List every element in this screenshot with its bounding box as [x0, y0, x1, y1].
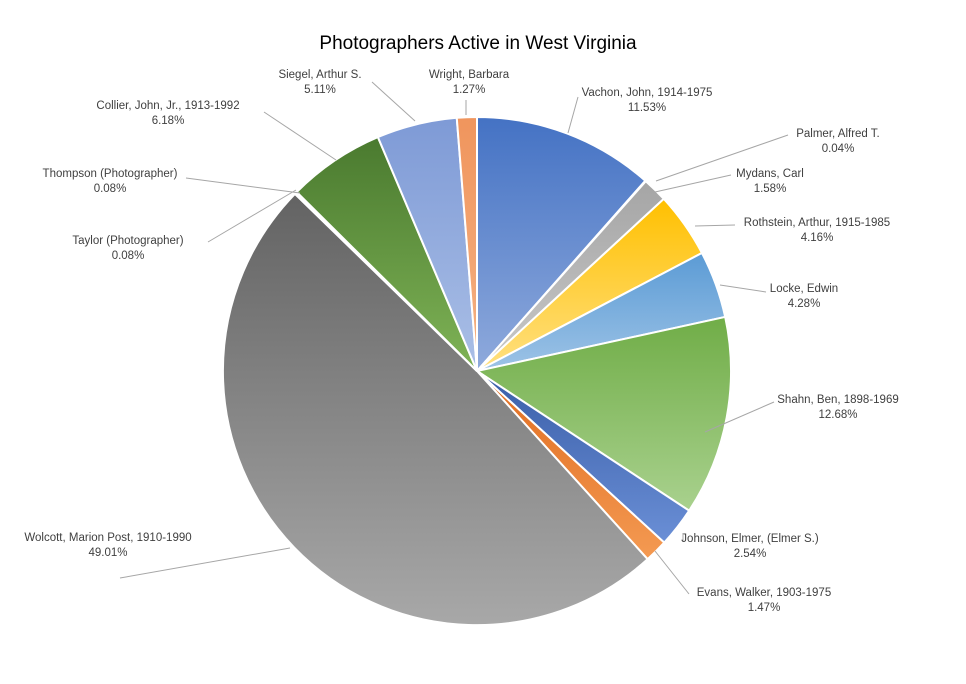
data-label: Palmer, Alfred T. 0.04%: [796, 128, 880, 155]
data-label-name: Collier, John, Jr., 1913-1992: [96, 100, 239, 112]
data-label-name: Wolcott, Marion Post, 1910-1990: [24, 532, 191, 544]
pie-slices: [221, 115, 732, 627]
leader-line: [185, 177, 301, 194]
data-label-name: Locke, Edwin: [770, 283, 838, 295]
data-labels: Vachon, John, 1914-1975 11.53% Palmer, Alf…: [24, 69, 898, 614]
pie-slice: [221, 192, 650, 627]
data-label-name: Evans, Walker, 1903-1975: [697, 587, 831, 599]
data-label-name: Siegel, Arthur S.: [278, 69, 361, 81]
data-label-percent: 1.27%: [453, 84, 486, 96]
data-label-name: Vachon, John, 1914-1975: [582, 87, 713, 99]
leader-line: [371, 81, 416, 122]
pie-slice: [474, 315, 732, 513]
data-label-name: Johnson, Elmer, (Elmer S.): [681, 533, 819, 545]
data-label-percent: 6.18%: [152, 115, 185, 127]
data-label-percent: 12.68%: [818, 409, 857, 421]
pie-slice: [476, 115, 647, 374]
leader-lines: [119, 81, 789, 595]
data-label-name: Thompson (Photographer): [43, 168, 178, 180]
data-label: Wright, Barbara 1.27%: [429, 69, 510, 96]
data-label: Wolcott, Marion Post, 1910-1990 49.01%: [24, 532, 191, 559]
data-label: Collier, John, Jr., 1913-1992 6.18%: [96, 100, 239, 127]
data-label: Rothstein, Arthur, 1915-1985 4.16%: [744, 217, 890, 244]
leader-line: [207, 189, 297, 243]
leader-line: [704, 401, 775, 433]
data-label-name: Mydans, Carl: [736, 168, 804, 180]
chart-title: Photographers Active in West Virginia: [319, 33, 637, 54]
data-label-percent: 2.54%: [734, 548, 767, 560]
data-label-percent: 4.16%: [801, 232, 834, 244]
data-label-name: Rothstein, Arthur, 1915-1985: [744, 217, 890, 229]
data-label-percent: 0.04%: [822, 143, 855, 155]
leader-line: [694, 224, 736, 227]
leader-line: [719, 284, 767, 293]
data-label: Evans, Walker, 1903-1975 1.47%: [697, 587, 831, 614]
leader-line: [654, 550, 690, 595]
data-label-percent: 4.28%: [788, 298, 821, 310]
data-label-percent: 0.08%: [94, 183, 127, 195]
data-label-percent: 1.58%: [754, 183, 787, 195]
data-label-name: Shahn, Ben, 1898-1969: [777, 394, 899, 406]
data-label-name: Palmer, Alfred T.: [796, 128, 880, 140]
data-label-percent: 49.01%: [88, 547, 127, 559]
leader-line: [263, 111, 337, 161]
pie-slice: [455, 115, 478, 372]
data-label: Vachon, John, 1914-1975 11.53%: [582, 87, 713, 114]
leader-line: [567, 96, 579, 134]
data-label: Shahn, Ben, 1898-1969 12.68%: [777, 394, 899, 421]
data-label: Siegel, Arthur S. 5.11%: [278, 69, 361, 96]
data-label-name: Taylor (Photographer): [72, 235, 183, 247]
leader-line: [655, 134, 789, 182]
data-label-name: Wright, Barbara: [429, 69, 510, 81]
data-label: Mydans, Carl 1.58%: [736, 168, 804, 195]
data-label-percent: 11.53%: [628, 102, 666, 114]
data-label: Johnson, Elmer, (Elmer S.) 2.54%: [681, 533, 819, 560]
data-label-percent: 1.47%: [748, 602, 781, 614]
data-label: Thompson (Photographer) 0.08%: [43, 168, 178, 195]
leader-line: [654, 174, 732, 193]
leader-line: [119, 547, 291, 579]
data-label-percent: 0.08%: [112, 250, 145, 262]
data-label: Locke, Edwin 4.28%: [770, 283, 838, 310]
data-label-percent: 5.11%: [304, 84, 336, 96]
data-label: Taylor (Photographer) 0.08%: [72, 235, 183, 262]
